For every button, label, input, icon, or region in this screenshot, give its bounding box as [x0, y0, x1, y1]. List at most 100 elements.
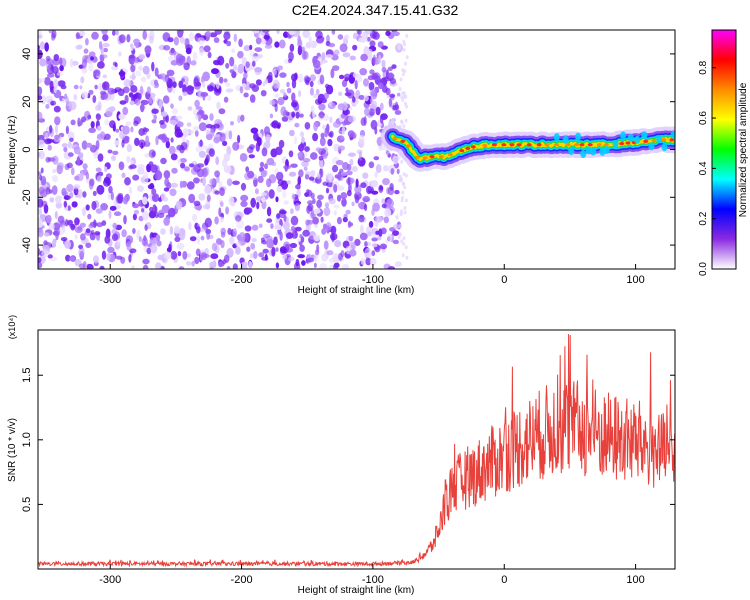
noise-speck — [239, 153, 248, 162]
noise-speck — [241, 261, 248, 267]
noise-speck — [366, 185, 372, 195]
noise-speck — [360, 182, 367, 189]
noise-speck — [368, 161, 375, 169]
noise-speck — [223, 165, 232, 173]
x-tick-label: -300 — [99, 574, 121, 586]
noise-speck — [298, 241, 303, 246]
noise-speck — [399, 224, 403, 229]
ridge-peak — [526, 143, 532, 147]
noise-speck — [288, 150, 294, 158]
noise-speck — [359, 232, 368, 241]
noise-speck — [161, 133, 167, 144]
noise-speck — [289, 242, 298, 249]
noise-speck — [405, 55, 409, 60]
noise-speck — [68, 131, 75, 141]
noise-speck — [295, 184, 301, 190]
noise-speck — [237, 63, 245, 74]
noise-speck — [233, 33, 237, 43]
noise-speck — [55, 124, 58, 135]
noise-speck — [144, 45, 152, 54]
noise-speck — [294, 202, 301, 212]
noise-speck — [226, 247, 234, 258]
noise-speck — [376, 236, 382, 241]
noise-speck — [172, 87, 176, 94]
noise-speck — [61, 98, 66, 103]
noise-speck — [392, 104, 397, 111]
noise-speck — [364, 204, 368, 211]
noise-speck — [368, 221, 374, 228]
noise-speck — [38, 34, 43, 39]
noise-speck — [170, 182, 178, 188]
noise-speck — [150, 243, 158, 254]
noise-speck — [171, 167, 178, 174]
colorbar-gradient — [711, 29, 737, 270]
noise-speck — [313, 121, 318, 132]
y-tick-label: 1.0 — [21, 432, 33, 447]
noise-speck — [50, 100, 57, 106]
y-tick-label: 20 — [21, 96, 33, 108]
noise-speck — [313, 262, 317, 268]
noise-speck — [290, 208, 294, 215]
noise-speck — [123, 79, 132, 87]
noise-speck — [130, 64, 136, 73]
noise-speck — [63, 200, 67, 208]
noise-speck — [394, 110, 402, 115]
noise-speck — [297, 144, 305, 152]
noise-speck — [105, 173, 112, 180]
ridge-peak — [491, 143, 497, 147]
noise-speck — [262, 248, 269, 254]
noise-speck — [198, 193, 206, 201]
noise-speck — [326, 250, 334, 256]
noise-speck — [172, 81, 177, 88]
noise-speck — [163, 45, 171, 51]
noise-speck — [226, 40, 232, 47]
noise-speck — [73, 94, 78, 101]
noise-speck — [95, 208, 103, 214]
colorbar-tick-label: 0.4 — [698, 161, 709, 175]
noise-speck — [110, 66, 119, 71]
noise-speck — [289, 129, 295, 137]
noise-speck — [179, 36, 185, 43]
noise-speck — [100, 203, 108, 211]
noise-speck — [61, 187, 67, 197]
noise-speck — [332, 164, 339, 173]
noise-speck — [85, 228, 91, 234]
noise-speck — [168, 243, 172, 253]
noise-speck — [298, 169, 304, 178]
noise-speck — [270, 148, 278, 158]
noise-speck — [91, 200, 97, 211]
noise-speck — [198, 150, 206, 158]
noise-speck — [38, 207, 42, 216]
noise-speck — [286, 216, 289, 223]
noise-speck — [404, 101, 407, 106]
noise-speck — [337, 171, 342, 181]
noise-speck — [202, 114, 209, 121]
noise-speck — [231, 48, 235, 54]
noise-speck — [375, 230, 380, 235]
noise-speck — [38, 139, 45, 148]
noise-speck — [262, 81, 266, 87]
noise-speck — [244, 225, 252, 232]
heatmap-x-label: Height of straight line (km) — [298, 285, 415, 296]
noise-speck — [121, 229, 127, 238]
noise-speck — [382, 178, 390, 186]
noise-speck — [156, 240, 162, 247]
noise-speck — [392, 230, 400, 237]
noise-speck — [81, 67, 88, 74]
noise-speck — [122, 196, 128, 205]
x-tick-label: -200 — [231, 574, 253, 586]
noise-speck — [284, 165, 288, 172]
noise-speck — [324, 202, 330, 209]
noise-speck — [154, 79, 158, 86]
noise-speck — [400, 119, 403, 124]
noise-speck — [286, 81, 290, 88]
noise-speck — [188, 163, 195, 168]
noise-speck — [384, 208, 392, 218]
noise-speck — [332, 65, 340, 71]
ridge-peak — [516, 143, 522, 147]
noise-speck — [197, 206, 202, 211]
noise-speck — [132, 93, 138, 99]
noise-speck — [364, 241, 368, 248]
noise-speck — [209, 178, 216, 185]
noise-speck — [177, 159, 181, 165]
